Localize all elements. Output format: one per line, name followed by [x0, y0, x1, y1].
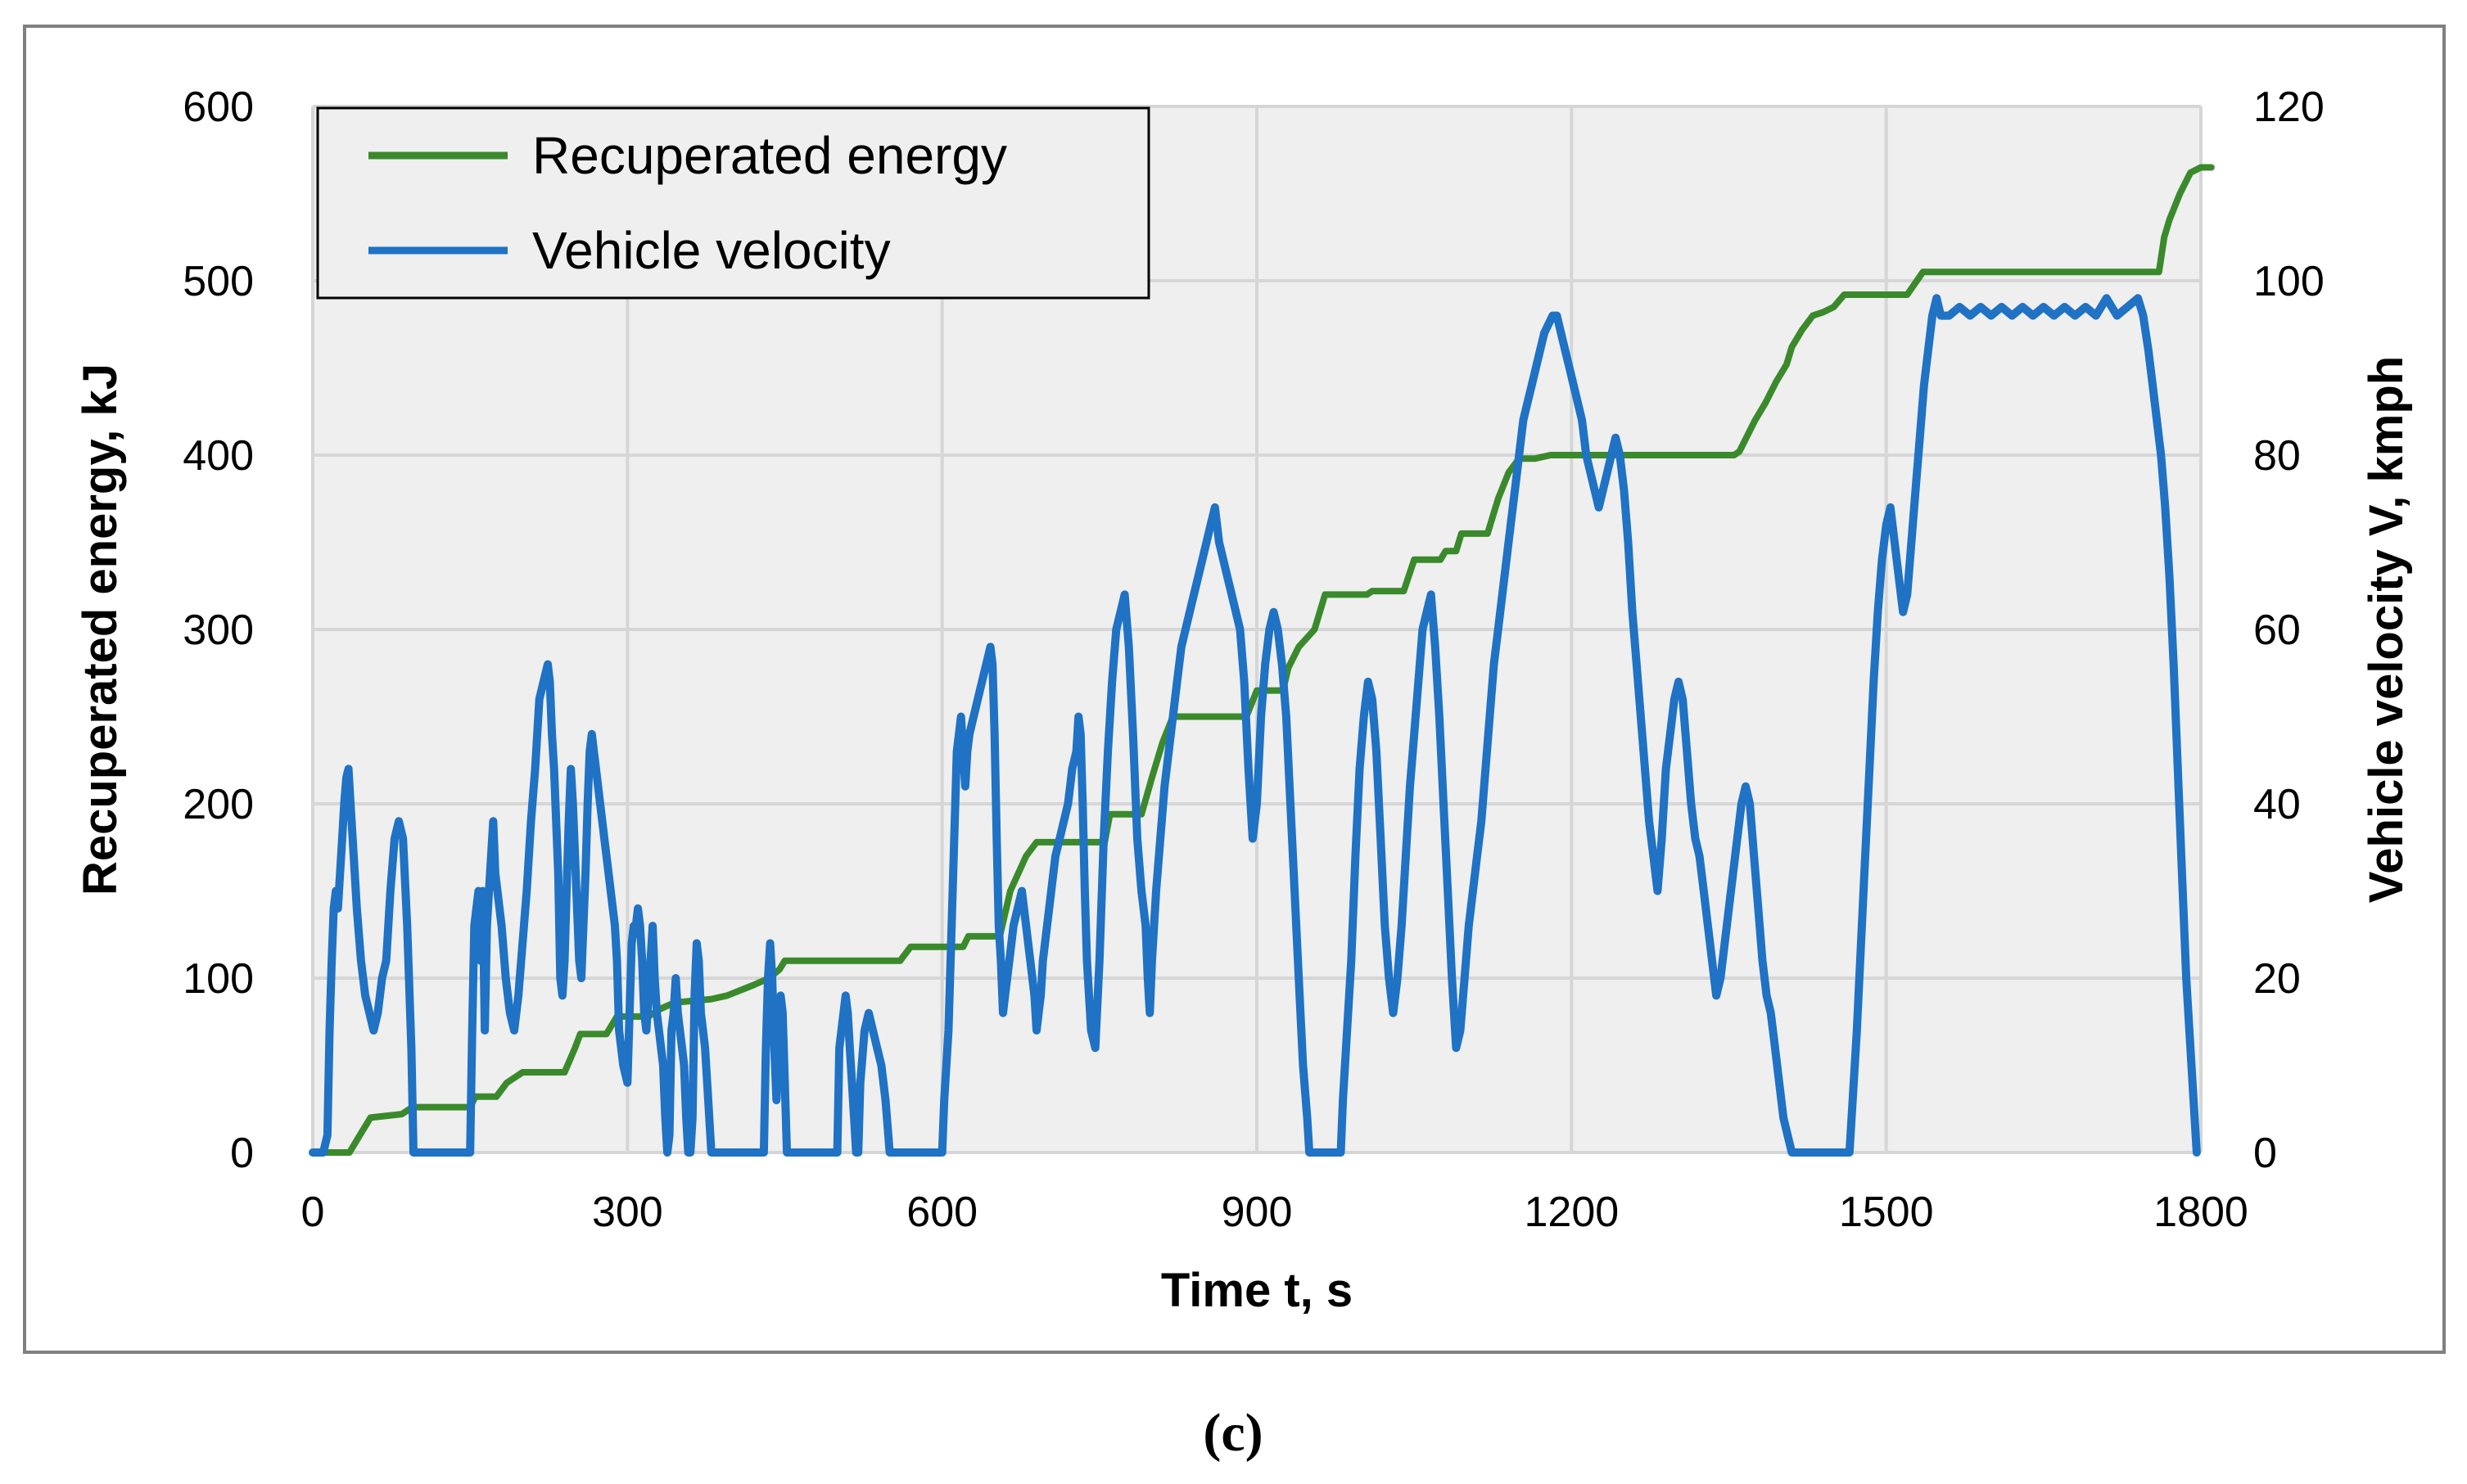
- y-right-tick-label-4: 80: [2253, 432, 2301, 480]
- legend: Recuperated energy Vehicle velocity: [316, 106, 1150, 300]
- legend-box: [316, 106, 1150, 300]
- x-tick-label-0: 0: [301, 1189, 325, 1236]
- x-tick-label-6: 1800: [2153, 1189, 2248, 1236]
- y-left-tick-label-6: 600: [183, 83, 254, 131]
- y-right-tick-label-6: 120: [2253, 83, 2325, 131]
- x-tick-label-4: 1200: [1524, 1189, 1619, 1236]
- y-left-tick-label-3: 300: [183, 607, 254, 654]
- x-tick-label-1: 300: [592, 1189, 663, 1236]
- y-left-tick-label-4: 400: [183, 432, 254, 480]
- y-left-tick-label-2: 200: [183, 781, 254, 828]
- series-layer: [309, 164, 2215, 1157]
- legend-label-velocity: Vehicle velocity: [532, 221, 891, 280]
- legend-label-energy: Recuperated energy: [532, 126, 1007, 185]
- y-axis-left-title: Recuperated energy, kJ: [74, 363, 127, 895]
- y-left-tick-label-0: 0: [230, 1130, 254, 1177]
- x-tick-label-3: 900: [1222, 1189, 1293, 1236]
- y-right-tick-label-1: 20: [2253, 955, 2301, 1003]
- x-tick-label-5: 1500: [1839, 1189, 1934, 1236]
- figure-caption: (c): [1203, 1403, 1263, 1463]
- gridlines: [311, 105, 2203, 1154]
- x-tick-label-2: 600: [906, 1189, 978, 1236]
- y-right-tick-label-2: 40: [2253, 781, 2301, 828]
- y-right-tick-label-0: 0: [2253, 1130, 2277, 1177]
- x-axis-title: Time t, s: [1161, 1264, 1353, 1317]
- y-right-tick-label-5: 100: [2253, 258, 2325, 305]
- y-left-tick-label-1: 100: [183, 955, 254, 1003]
- y-left-tick-label-5: 500: [183, 258, 254, 305]
- series-line-energy: [310, 164, 2215, 1156]
- tick-labels: 0 300 600 900 1200 1500 1800010020030040050060…: [183, 83, 2325, 1236]
- y-right-tick-label-3: 60: [2253, 607, 2301, 654]
- series-line-velocity: [309, 294, 2201, 1157]
- y-axis-right-title: Vehicle velocity V, kmph: [2360, 356, 2413, 903]
